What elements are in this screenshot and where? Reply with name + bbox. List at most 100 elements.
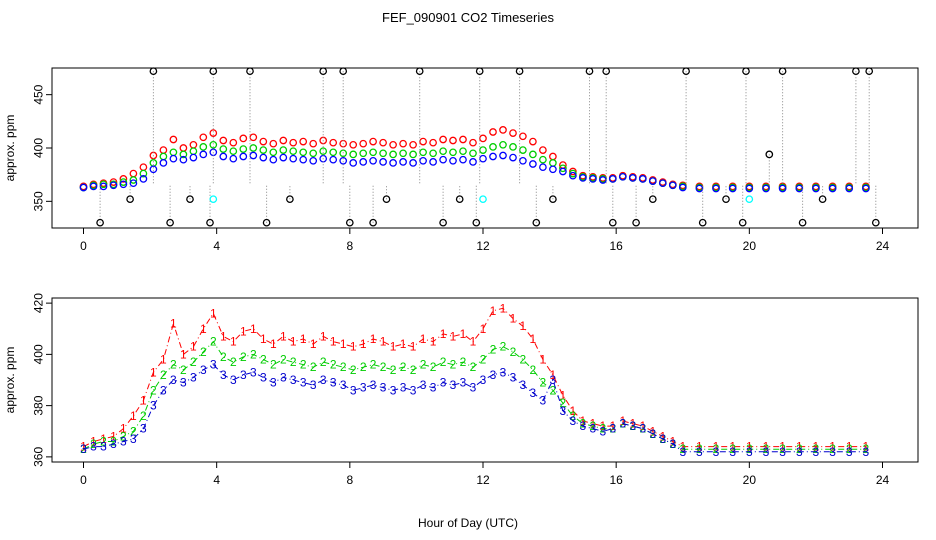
data-point-label: 2 — [629, 419, 636, 433]
data-point — [499, 126, 507, 134]
data-point — [246, 67, 254, 76]
data-point-label: 3 — [370, 378, 377, 392]
data-point-label: 3 — [460, 376, 467, 390]
data-point — [479, 154, 487, 163]
data-point-label: 1 — [210, 306, 217, 320]
data-point — [389, 150, 397, 159]
data-point-label: 3 — [600, 424, 607, 438]
data-point — [469, 158, 477, 166]
data-point-label: 1 — [240, 324, 247, 338]
data-point-label: 1 — [340, 337, 347, 351]
data-point-label: 2 — [863, 442, 870, 456]
data-point — [279, 136, 288, 145]
data-point-label: 1 — [290, 335, 297, 349]
data-point-label: 1 — [659, 429, 666, 443]
data-point-label: 2 — [729, 442, 736, 456]
data-point — [475, 67, 484, 76]
data-point — [369, 156, 377, 165]
data-point-label: 1 — [190, 340, 197, 354]
data-point-label: 2 — [150, 383, 157, 397]
data-point — [479, 195, 487, 204]
data-point — [459, 155, 467, 164]
data-point — [119, 178, 128, 186]
data-point — [349, 150, 358, 159]
top-y-axis-label: approx. ppm — [3, 115, 17, 182]
x-axis-label: Hour of Day (UTC) — [418, 516, 518, 530]
data-point-label: 2 — [450, 358, 457, 372]
data-point-label: 1 — [120, 422, 127, 436]
data-point-label: 2 — [90, 437, 97, 451]
data-point-label: 3 — [863, 445, 870, 459]
data-point — [199, 150, 208, 159]
data-point — [429, 149, 437, 158]
data-point-label: 3 — [180, 376, 187, 390]
data-point — [286, 195, 294, 204]
data-point-label: 2 — [310, 360, 317, 374]
data-point — [745, 184, 754, 193]
data-point — [379, 149, 387, 158]
data-point-label: 2 — [696, 442, 703, 456]
data-point — [349, 159, 358, 167]
data-point-label: 2 — [470, 360, 477, 374]
data-point-label: 1 — [140, 394, 147, 408]
data-point-label: 3 — [130, 432, 137, 446]
data-point-label: 1 — [590, 417, 597, 431]
data-point — [742, 67, 750, 76]
data-point — [415, 67, 424, 76]
data-point-label: 1 — [490, 304, 497, 318]
data-point — [199, 143, 208, 151]
data-point — [249, 151, 258, 160]
series-line — [83, 363, 866, 453]
data-point — [129, 169, 138, 178]
data-point — [229, 138, 238, 147]
data-point — [79, 183, 88, 192]
data-point-label: 3 — [190, 370, 197, 384]
bottom-x-tick-label: 4 — [213, 473, 220, 487]
data-point — [269, 155, 278, 164]
bottom-x-tick-label: 16 — [609, 473, 623, 487]
top-x-tick-label: 8 — [346, 239, 353, 253]
data-point-label: 1 — [440, 327, 447, 341]
data-point-label: 2 — [340, 360, 347, 374]
data-point-label: 3 — [450, 378, 457, 392]
data-point — [668, 181, 677, 190]
data-point — [109, 181, 118, 190]
data-point-label: 2 — [829, 442, 836, 456]
data-point — [109, 178, 118, 186]
data-point-label: 3 — [659, 432, 666, 446]
data-point-label: 1 — [550, 368, 557, 382]
data-point — [149, 67, 158, 76]
data-point — [239, 145, 248, 153]
data-point-label: 1 — [310, 337, 317, 351]
data-point — [509, 143, 517, 151]
data-point-label: 3 — [829, 445, 836, 459]
data-point-label: 3 — [220, 368, 227, 382]
data-point-label: 2 — [763, 442, 770, 456]
data-point — [439, 218, 447, 227]
data-point — [126, 195, 134, 204]
data-point-label: 3 — [480, 373, 487, 387]
data-point-label: 2 — [300, 358, 307, 372]
data-point-label: 3 — [80, 442, 87, 456]
data-point — [559, 167, 567, 176]
data-point — [439, 147, 447, 156]
data-point-label: 1 — [480, 322, 487, 336]
data-point — [698, 218, 707, 227]
data-point — [648, 177, 657, 185]
data-point-label: 1 — [350, 340, 357, 354]
data-point — [309, 139, 318, 148]
data-point-label: 3 — [746, 445, 753, 459]
data-point — [529, 160, 537, 168]
data-point — [89, 182, 98, 191]
data-point-label: 1 — [729, 440, 736, 454]
data-point-label: 3 — [649, 427, 656, 441]
data-point-label: 3 — [230, 373, 237, 387]
data-point-label: 3 — [590, 422, 597, 436]
data-point — [206, 218, 214, 227]
data-point-label: 2 — [110, 435, 117, 449]
bottom-plot-frame — [51, 297, 919, 463]
bottom-x-tick-label: 0 — [80, 473, 87, 487]
data-point-label: 3 — [260, 370, 267, 384]
